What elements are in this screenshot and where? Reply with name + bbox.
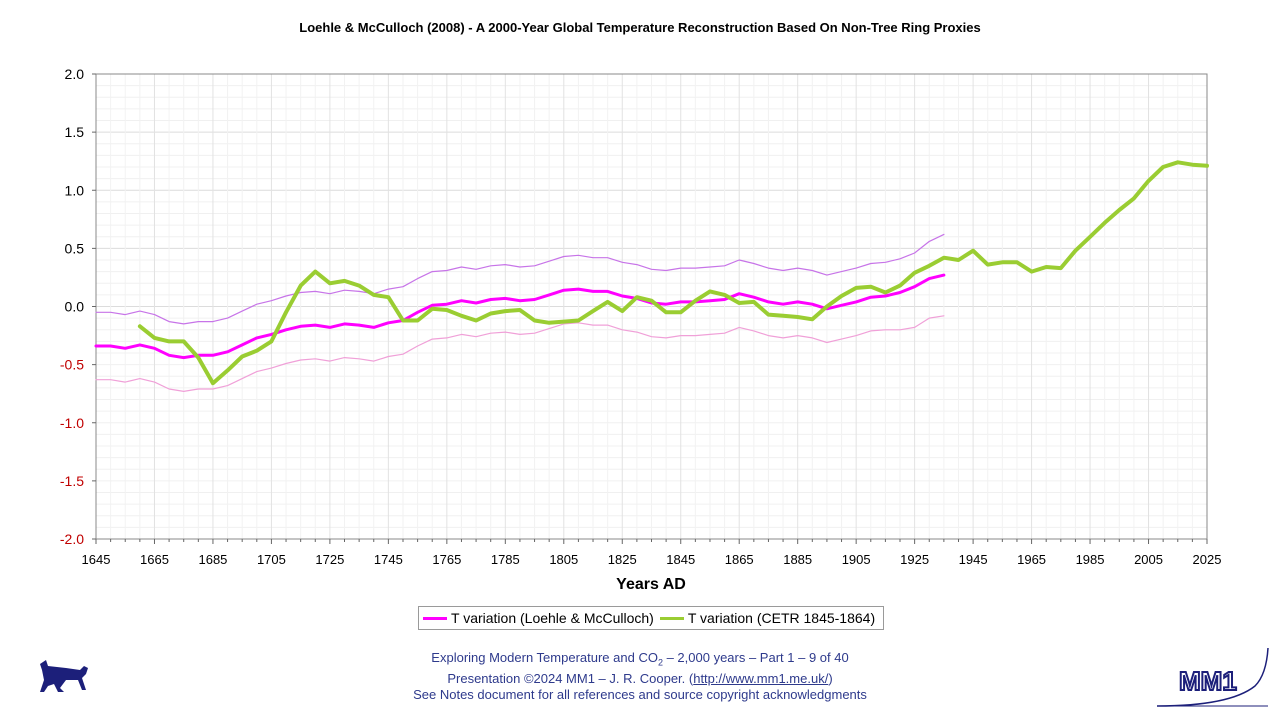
x-axis-label: Years AD <box>616 576 686 593</box>
dog-icon <box>40 660 88 692</box>
x-tick-label: 1905 <box>842 552 871 567</box>
x-tick-label: 1785 <box>491 552 520 567</box>
x-tick-label: 1965 <box>1017 552 1046 567</box>
mm1-logo-text: MM1 <box>1179 666 1237 696</box>
x-tick-label: 1765 <box>432 552 461 567</box>
y-tick-label: -1.5 <box>60 473 84 489</box>
y-tick-label: -0.5 <box>60 357 84 373</box>
legend-swatch-loehle <box>423 616 447 620</box>
chart-title: Loehle & McCulloch (2008) - A 2000-Year … <box>299 20 981 35</box>
x-tick-label: 1845 <box>666 552 695 567</box>
x-tick-label: 1825 <box>608 552 637 567</box>
footer: Exploring Modern Temperature and CO2 – 2… <box>340 650 940 703</box>
series-layer <box>94 160 1209 392</box>
mm1-logo-icon: MM1 <box>1156 647 1269 707</box>
footer-line-3: See Notes document for all references an… <box>413 686 867 702</box>
x-tick-label: 1865 <box>725 552 754 567</box>
y-tick-label: 0.5 <box>65 240 85 256</box>
legend-item-loehle: T variation (Loehle & McCulloch) <box>423 610 654 626</box>
series-line-0 <box>94 273 946 360</box>
y-tick-label: 1.0 <box>65 182 85 198</box>
x-tick-label: 1665 <box>140 552 169 567</box>
legend-label-cetr: T variation (CETR 1845-1864) <box>687 610 876 626</box>
legend-swatch-cetr <box>659 616 684 620</box>
y-axis: 2.0 1.5 1.0 0.5 0.0 -0.5 -1.0 -1.5 -2.0 <box>60 66 96 547</box>
x-tick-label: 1705 <box>257 552 286 567</box>
series-line-3 <box>137 160 1209 386</box>
x-tick-label: 1885 <box>783 552 812 567</box>
y-tick-label: 0.0 <box>65 299 85 315</box>
x-tick-label: 1745 <box>374 552 403 567</box>
x-tick-label: 1805 <box>549 552 578 567</box>
x-tick-label: 2025 <box>1193 552 1222 567</box>
x-tick-label: 1645 <box>82 552 111 567</box>
footer-link[interactable]: http://www.mm1.me.uk/ <box>693 670 829 686</box>
x-tick-label: 1685 <box>198 552 227 567</box>
x-tick-label: 1725 <box>315 552 344 567</box>
x-tick-label: 1945 <box>959 552 988 567</box>
footer-line-2: Presentation ©2024 MM1 – J. R. Cooper. (… <box>447 670 833 686</box>
y-tick-label: 2.0 <box>65 66 85 82</box>
series-line-2 <box>95 315 945 392</box>
footer-line-1: Exploring Modern Temperature and CO2 – 2… <box>431 650 849 668</box>
grid <box>95 73 1208 540</box>
legend-item-cetr: T variation (CETR 1845-1864) <box>659 610 876 626</box>
x-tick-label: 2005 <box>1134 552 1163 567</box>
legend: T variation (Loehle & McCulloch) T varia… <box>418 606 884 630</box>
y-tick-label: -2.0 <box>60 531 84 547</box>
y-tick-label: -1.0 <box>60 415 84 431</box>
x-tick-label: 1985 <box>1076 552 1105 567</box>
legend-label-loehle: T variation (Loehle & McCulloch) <box>451 610 654 626</box>
x-axis: 1645 1665 1685 1705 1725 1745 1765 1785 1805 1825… <box>82 539 1222 567</box>
y-tick-label: 1.5 <box>65 124 85 140</box>
series-line-1 <box>95 233 945 325</box>
x-tick-label: 1925 <box>900 552 929 567</box>
